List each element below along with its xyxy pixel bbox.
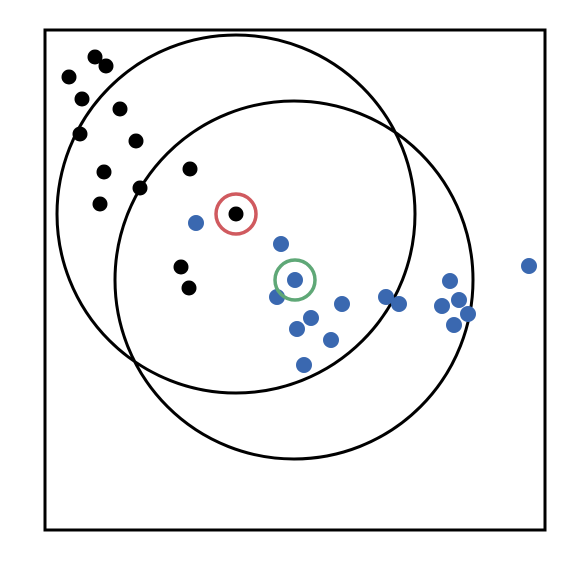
point (521, 258, 537, 274)
point (323, 332, 339, 348)
point (334, 296, 350, 312)
point (188, 215, 204, 231)
point (182, 161, 198, 177)
point (112, 101, 128, 117)
point (460, 306, 476, 322)
point (132, 180, 148, 196)
point (391, 296, 407, 312)
red-ring-icon (214, 192, 258, 236)
point (228, 206, 244, 222)
plot-frame (43, 28, 547, 532)
point (442, 273, 458, 289)
point (303, 310, 319, 326)
point (61, 69, 77, 85)
point (92, 196, 108, 212)
point (74, 91, 90, 107)
point (434, 298, 450, 314)
point (451, 292, 467, 308)
point (87, 49, 103, 65)
point (446, 317, 462, 333)
green-ring-icon (273, 258, 317, 302)
point (289, 321, 305, 337)
cluster-a-boundary-circle (55, 33, 417, 395)
point (128, 133, 144, 149)
point (173, 259, 189, 275)
point (98, 58, 114, 74)
point (296, 357, 312, 373)
point (273, 236, 289, 252)
point (181, 280, 197, 296)
cluster-a-points (61, 49, 244, 296)
point (72, 126, 88, 142)
cluster-b-boundary-circle (113, 99, 475, 461)
point (378, 289, 394, 305)
point (287, 272, 303, 288)
point (96, 164, 112, 180)
cluster-b-points (188, 215, 537, 373)
